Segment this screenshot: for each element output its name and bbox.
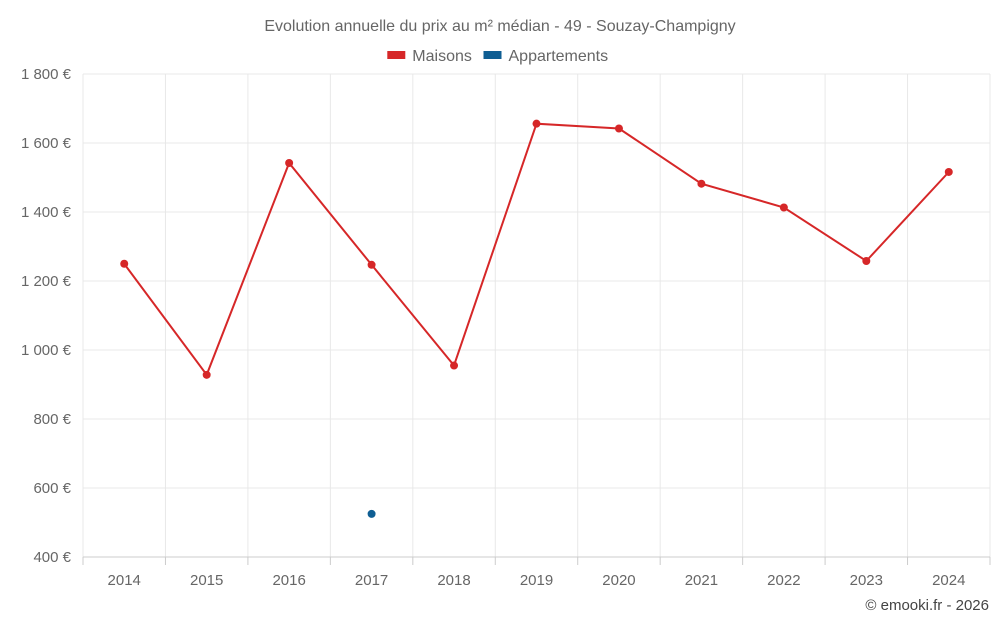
y-tick-label: 400 €: [33, 549, 71, 566]
legend-swatch: [483, 51, 502, 59]
legend-item-maisons[interactable]: Maisons: [387, 48, 472, 65]
y-tick-label: 800 €: [33, 411, 71, 428]
legend[interactable]: Maisons Appartements: [387, 48, 608, 65]
grid: [82, 73, 991, 558]
x-axis: 2014 2015 2016 2017 2018 2019 2020 2021 2022 2023…: [82, 556, 991, 589]
data-point[interactable]: [862, 256, 871, 265]
y-tick-label: 1 200 €: [21, 273, 72, 290]
x-tick-label: 2020: [602, 572, 635, 589]
x-tick-label: 2019: [520, 572, 553, 589]
x-tick-label: 2016: [272, 572, 305, 589]
data-point[interactable]: [367, 509, 376, 518]
data-point[interactable]: [614, 124, 623, 133]
data-point[interactable]: [779, 203, 788, 212]
y-tick-label: 1 400 €: [21, 204, 72, 221]
y-tick-label: 600 €: [33, 480, 71, 497]
y-tick-label: 1 800 €: [21, 66, 72, 83]
data-point[interactable]: [285, 159, 294, 168]
x-tick-label: 2018: [437, 572, 470, 589]
data-point[interactable]: [532, 119, 541, 128]
data-point[interactable]: [450, 361, 459, 370]
data-point[interactable]: [367, 260, 376, 269]
legend-label: Appartements: [509, 48, 609, 65]
data-point[interactable]: [697, 179, 706, 188]
legend-label: Maisons: [412, 48, 472, 65]
legend-swatch: [387, 51, 406, 59]
x-tick-label: 2023: [850, 572, 883, 589]
series-maisons: [120, 119, 953, 379]
data-point[interactable]: [944, 167, 953, 176]
series-layer: [120, 119, 953, 518]
footer-credit: © emooki.fr - 2026: [865, 597, 989, 614]
x-tick-label: 2014: [108, 572, 141, 589]
series-appartements: [367, 509, 376, 518]
chart-title: Evolution annuelle du prix au m² médian …: [264, 18, 735, 35]
x-tick-label: 2024: [932, 572, 965, 589]
y-axis: 400 € 600 € 800 € 1 000 € 1 200 € 1 400 € 1 60…: [21, 66, 72, 566]
data-point[interactable]: [120, 259, 129, 268]
data-point[interactable]: [202, 370, 211, 379]
x-tick-label: 2017: [355, 572, 388, 589]
x-tick-label: 2022: [767, 572, 800, 589]
y-tick-label: 1 600 €: [21, 135, 72, 152]
x-tick-label: 2015: [190, 572, 223, 589]
x-tick-label: 2021: [685, 572, 718, 589]
y-tick-label: 1 000 €: [21, 342, 72, 359]
legend-item-appartements[interactable]: Appartements: [483, 48, 609, 65]
